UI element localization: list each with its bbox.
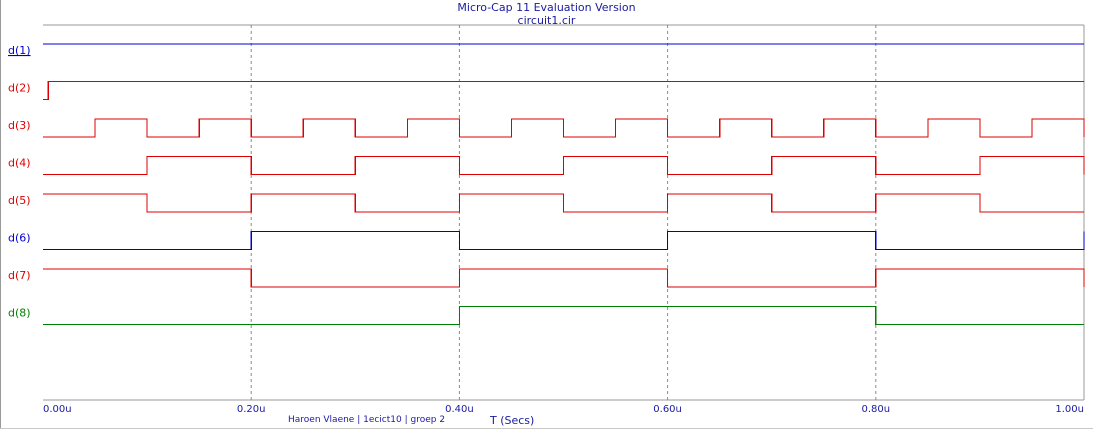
x-tick-label-3: 0.60u (653, 404, 682, 415)
x-tick-label-0: 0.00u (43, 404, 72, 415)
x-tick-label-1: 0.20u (237, 404, 266, 415)
footer-note: Haroen Vlaene | 1ecict10 | groep 2 (288, 415, 445, 425)
series-label-4[interactable]: d(4) (8, 157, 31, 170)
trace-3 (43, 118, 1085, 138)
trace-4 (43, 155, 1085, 176)
trace-5 (43, 193, 1084, 213)
window-title: Micro-Cap 11 Evaluation Version (457, 1, 636, 14)
trace-6 (43, 230, 1085, 251)
x-tick-label-5: 1.00u (1055, 404, 1084, 415)
trace-8 (43, 305, 1084, 326)
series-label-6[interactable]: d(6) (8, 232, 31, 245)
series-label-1[interactable]: d(1) (8, 44, 31, 57)
x-tick-label-4: 0.80u (861, 404, 890, 415)
traces (43, 43, 1085, 326)
x-axis-label: T (Secs) (489, 414, 534, 427)
series-label-8[interactable]: d(8) (8, 307, 31, 320)
trace-2 (43, 80, 1084, 101)
series-labels: d(1) d(2) d(3) d(4) d(5) d(6) d(7) d(8) (8, 44, 31, 320)
x-tick-labels: 0.00u 0.20u 0.40u 0.60u 0.80u 1.00u (43, 404, 1084, 415)
window-left-border (0, 0, 1, 429)
series-label-7[interactable]: d(7) (8, 269, 31, 282)
series-label-5[interactable]: d(5) (8, 194, 31, 207)
series-label-3[interactable]: d(3) (8, 119, 31, 132)
file-name: circuit1.cir (517, 14, 576, 27)
series-label-2[interactable]: d(2) (8, 82, 31, 95)
x-tick-label-2: 0.40u (445, 404, 474, 415)
trace-7 (43, 268, 1085, 288)
